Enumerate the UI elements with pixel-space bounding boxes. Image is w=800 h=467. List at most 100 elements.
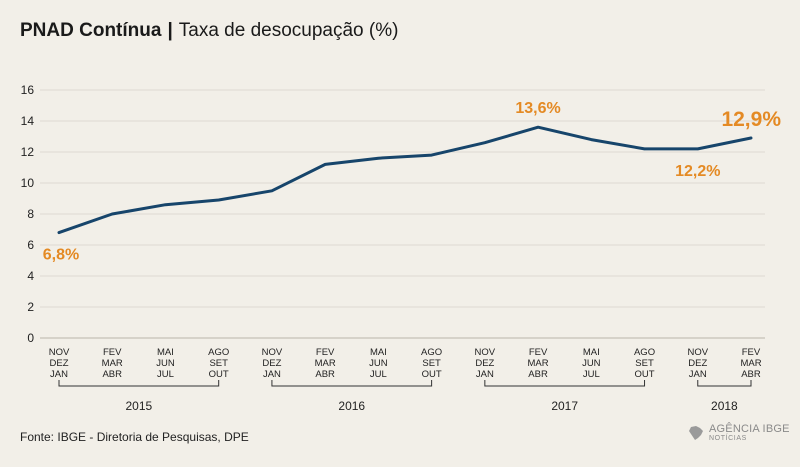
data-point-8: [483, 141, 487, 144]
x-tick-line: FEV: [103, 347, 122, 358]
x-tick-line: JUL: [583, 369, 600, 380]
chart-title-separator: |: [167, 20, 173, 41]
logo-sub-text: NOTÍCIAS: [709, 435, 747, 442]
year-label-2017: 2017: [551, 399, 578, 413]
x-tick-line: OUT: [209, 369, 229, 380]
y-axis-tick-labels: 0 2 4 6 8 10 12 14 16: [21, 83, 35, 345]
data-point-13: [749, 136, 753, 140]
x-tick-line: AGO: [634, 347, 655, 358]
x-tick-line: SET: [635, 358, 654, 369]
x-tick-line: MAR: [102, 358, 123, 369]
data-point-7: [430, 153, 433, 157]
y-tick-label-12: 12: [21, 145, 35, 159]
x-tick-line: AGO: [421, 347, 442, 358]
x-tick-label-8: NOV DEZ JAN: [475, 347, 496, 380]
x-tick-line: ABR: [315, 369, 335, 380]
x-tick-label-1: FEV MAR ABR: [102, 347, 123, 380]
data-annotations: 6,8% 13,6% 12,2% 12,9%: [43, 100, 782, 263]
x-tick-line: DEZ: [50, 358, 69, 369]
grid-lines: [40, 89, 765, 339]
y-tick-label-14: 14: [21, 114, 35, 128]
x-tick-label-5: FEV MAR ABR: [315, 347, 336, 380]
x-tick-label-0: NOV DEZ JAN: [49, 347, 70, 380]
series-line-0: [57, 125, 753, 235]
x-tick-label-6: MAI JUN JUL: [369, 347, 388, 380]
year-label-2018: 2018: [711, 399, 738, 413]
x-tick-line: ABR: [528, 369, 548, 380]
x-tick-line: MAI: [370, 347, 387, 358]
y-tick-label-8: 8: [27, 207, 34, 221]
y-tick-label-2: 2: [27, 300, 34, 314]
x-tick-line: NOV: [687, 347, 708, 358]
x-tick-line: FEV: [316, 347, 335, 358]
x-tick-line: MAI: [157, 347, 174, 358]
x-tick-label-12: NOV DEZ JAN: [687, 347, 708, 380]
year-groups: 2015 2016 2017 2018: [58, 380, 752, 413]
x-tick-line: MAI: [583, 347, 600, 358]
x-tick-line: DEZ: [688, 358, 707, 369]
chart-title: PNAD Contínua | Taxa de desocupação (%): [20, 20, 398, 42]
y-tick-label-6: 6: [27, 238, 34, 252]
data-point-11: [643, 147, 646, 151]
x-tick-line: NOV: [475, 347, 496, 358]
year-bracket-2017: [484, 380, 646, 387]
annotation-label-9: 13,6%: [515, 100, 560, 117]
agencia-ibge-logo: AGÊNCIA IBGE NOTÍCIAS: [688, 424, 790, 442]
y-tick-label-16: 16: [21, 83, 35, 97]
annotation-label-13: 12,9%: [721, 108, 781, 131]
data-series: [57, 125, 753, 235]
data-point-10: [590, 138, 593, 141]
data-point-1: [111, 212, 114, 216]
x-tick-label-7: AGO SET OUT: [421, 347, 442, 380]
x-tick-line: NOV: [262, 347, 283, 358]
source-note: Fonte: IBGE - Diretoria de Pesquisas, DP…: [20, 430, 249, 444]
x-tick-label-10: MAI JUN JUL: [582, 347, 601, 380]
x-tick-line: FEV: [742, 347, 761, 358]
x-tick-line: SET: [422, 358, 441, 369]
x-tick-label-4: NOV DEZ JAN: [262, 347, 283, 380]
x-tick-line: JAN: [689, 369, 707, 380]
x-tick-line: JUN: [156, 358, 175, 369]
data-point-3: [217, 198, 220, 202]
annotation-label-12: 12,2%: [675, 163, 720, 180]
y-tick-label-10: 10: [21, 176, 35, 190]
x-tick-label-2: MAI JUN JUL: [156, 347, 175, 380]
data-point-4: [270, 189, 274, 192]
chart-title-main: PNAD Contínua: [20, 20, 162, 41]
x-tick-line: ABR: [102, 369, 122, 380]
x-tick-line: JUL: [370, 369, 387, 380]
year-bracket-2015: [58, 380, 220, 387]
x-tick-line: SET: [209, 358, 228, 369]
x-tick-line: FEV: [529, 347, 548, 358]
chart-title-subtitle: Taxa de desocupação (%): [178, 20, 399, 41]
y-tick-label-0: 0: [27, 331, 34, 345]
data-point-5: [323, 163, 327, 166]
x-tick-line: JUN: [369, 358, 388, 369]
data-point-12: [696, 147, 699, 151]
year-label-2015: 2015: [125, 399, 152, 413]
x-tick-line: MAR: [528, 358, 549, 369]
year-bracket-2018: [697, 380, 752, 387]
year-label-2016: 2016: [338, 399, 365, 413]
x-tick-line: JAN: [263, 369, 281, 380]
x-tick-line: JUN: [582, 358, 601, 369]
data-point-0: [57, 231, 61, 234]
x-tick-line: OUT: [422, 369, 442, 380]
x-tick-line: NOV: [49, 347, 70, 358]
x-tick-label-11: AGO SET OUT: [634, 347, 655, 380]
x-tick-line: MAR: [740, 358, 761, 369]
x-tick-label-3: AGO SET OUT: [208, 347, 229, 380]
x-tick-line: ABR: [741, 369, 761, 380]
x-tick-line: MAR: [315, 358, 336, 369]
x-tick-line: OUT: [635, 369, 655, 380]
logo-main-text: AGÊNCIA IBGE: [709, 423, 790, 435]
x-tick-line: AGO: [208, 347, 229, 358]
data-point-6: [377, 157, 380, 160]
annotation-label-0: 6,8%: [43, 247, 79, 264]
data-point-2: [164, 203, 167, 206]
x-tick-label-9: FEV MAR ABR: [528, 347, 549, 380]
x-tick-line: DEZ: [262, 358, 281, 369]
brazil-map-icon: [689, 426, 703, 440]
